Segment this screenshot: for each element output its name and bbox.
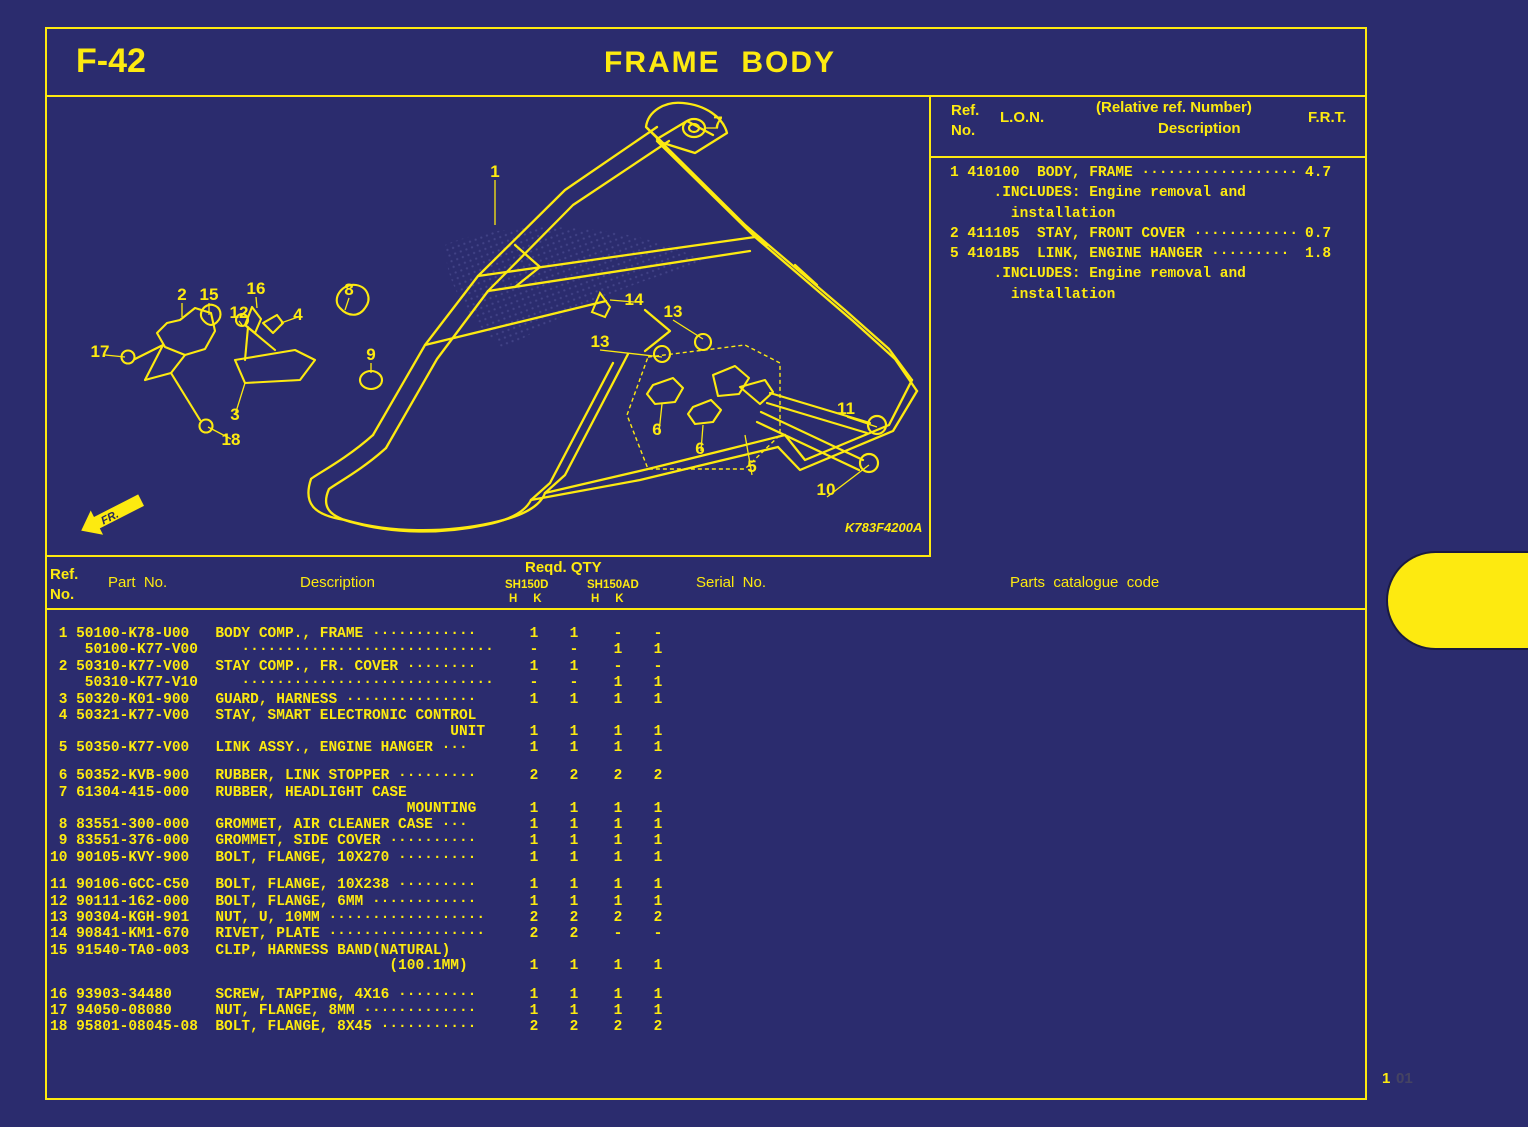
svg-text:2: 2 — [177, 285, 186, 304]
svg-text:8: 8 — [344, 280, 353, 299]
svg-text:7: 7 — [713, 113, 722, 132]
svg-text:16: 16 — [247, 279, 266, 298]
svg-text:9: 9 — [366, 345, 375, 364]
svg-text:13: 13 — [664, 302, 683, 321]
svg-text:17: 17 — [91, 342, 110, 361]
svg-text:12: 12 — [230, 303, 249, 322]
svg-text:13: 13 — [591, 332, 610, 351]
svg-text:6: 6 — [652, 420, 661, 439]
svg-text:1: 1 — [490, 162, 499, 181]
svg-text:14: 14 — [625, 290, 644, 309]
svg-text:10: 10 — [817, 480, 836, 499]
svg-text:4: 4 — [293, 305, 303, 324]
svg-text:5: 5 — [747, 457, 756, 476]
svg-text:3: 3 — [230, 405, 239, 424]
svg-text:6: 6 — [695, 439, 704, 458]
svg-text:11: 11 — [837, 399, 855, 418]
svg-text:18: 18 — [222, 430, 241, 449]
svg-text:15: 15 — [200, 285, 219, 304]
